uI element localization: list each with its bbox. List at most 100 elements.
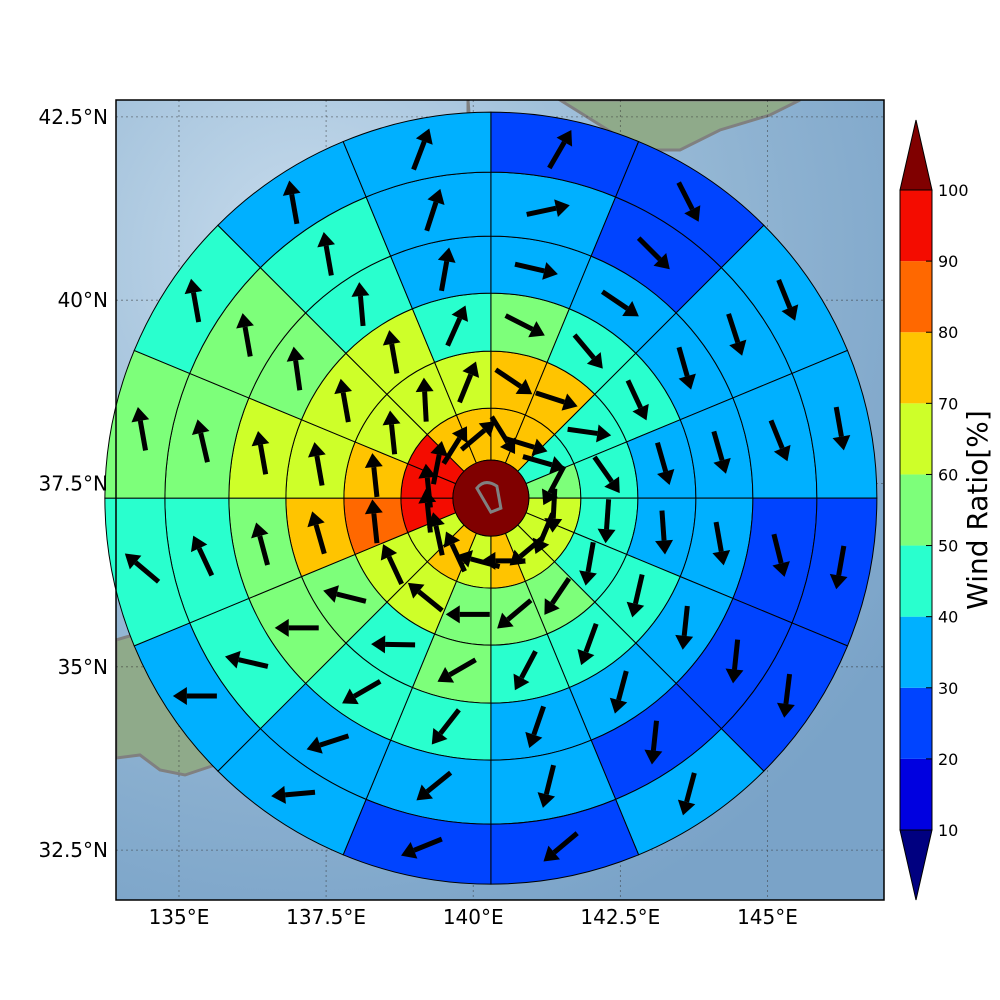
colorbar-bin [900, 545, 932, 617]
wind-arrow-shaft [441, 436, 462, 465]
wind-arrow-head [418, 463, 437, 479]
wind-arrow-shaft [389, 343, 400, 374]
wind-arrow-head [415, 128, 433, 145]
colorbar-bin [900, 190, 932, 262]
wind-arrow-shaft [833, 406, 844, 438]
wind-direction-arrows [124, 128, 851, 862]
wind-arrow-shaft [713, 521, 724, 553]
wind-arrow-shaft [504, 436, 535, 450]
wind-arrow-head [675, 634, 694, 650]
wind-arrow [342, 679, 382, 705]
wind-arrow-head [274, 618, 289, 637]
center-cell [452, 459, 530, 537]
wind-arrow-head [829, 573, 848, 590]
wind-arrow-head [431, 727, 448, 745]
wind-arrow-shaft [655, 441, 669, 473]
wind-arrow [675, 605, 694, 650]
wind-arrow-head [609, 697, 628, 714]
wind-arrow-shaft [424, 201, 439, 232]
wind-arrow-head [561, 393, 578, 411]
wind-arrow [172, 686, 217, 705]
wind-arrow-shaft [535, 390, 566, 405]
wind-arrow [418, 463, 437, 508]
wind-arrow-shaft [449, 543, 467, 573]
wind-arrow [768, 419, 791, 462]
wind-arrow-shaft [726, 313, 741, 344]
wind-arrow-head [306, 736, 323, 754]
colorbar-tick-label: 90 [938, 252, 958, 271]
wind-arrow-head [451, 305, 469, 322]
wind-arrow-head [644, 749, 663, 765]
wind-arrow-head [596, 424, 612, 443]
wind-arrow-head [478, 421, 496, 438]
wind-arrow-shaft [313, 524, 327, 555]
wind-arrow-shaft [133, 560, 161, 584]
wind-arrow [415, 377, 434, 422]
wind-arrow-shaft [389, 424, 398, 455]
wind-arrow-head [579, 570, 597, 586]
wind-arrow-head [124, 553, 142, 570]
wind-arrow [407, 582, 444, 613]
wind-arrow [124, 553, 161, 584]
map-frame [115, 99, 885, 901]
wind-arrow [190, 535, 215, 577]
wind-arrow-head [437, 666, 455, 683]
wind-arrow [504, 313, 545, 338]
wind-arrow-shaft [470, 556, 501, 570]
wind-arrow [441, 426, 468, 465]
wind-arrow [514, 261, 558, 280]
wind-arrow-shaft [424, 502, 433, 533]
colorbar-bin [900, 261, 932, 333]
lat-tick-label: 40°N [58, 288, 108, 312]
colorbar-bins [899, 119, 933, 901]
colorbar-tick-label: 100 [938, 181, 969, 200]
colorbar-frame [899, 189, 933, 831]
wind-arrow [572, 333, 603, 369]
wind-arrow-head [712, 550, 731, 566]
wind-arrow [445, 305, 469, 347]
colorbar-title: Wind Ratio[%] [961, 410, 994, 610]
colorbar-tick-label: 10 [938, 821, 958, 840]
wind-arrow-shaft [371, 513, 380, 544]
wind-arrow-head [351, 282, 370, 297]
wind-arrow [676, 181, 701, 222]
wind-arrow [437, 247, 456, 292]
wind-arrow-head [224, 650, 241, 669]
wind-arrow-shaft [319, 733, 350, 748]
wind-arrow [544, 577, 572, 615]
lon-tick-label: 145°E [737, 905, 798, 929]
wind-arrow [644, 720, 663, 765]
wind-arrow-head [773, 444, 791, 462]
wind-arrow [443, 531, 467, 573]
wind-arrow-head [677, 799, 696, 816]
wind-arrow-head [626, 601, 645, 618]
wind-arrow [306, 733, 350, 754]
wind-arrow [282, 180, 301, 225]
wind-arrow [184, 278, 203, 323]
wind-arrow-shaft [459, 428, 487, 452]
wind-arrow [547, 129, 573, 170]
wind-arrow-shaft [411, 140, 427, 171]
wind-arrow [371, 635, 416, 654]
wind-arrow-shaft [385, 641, 416, 648]
wind-arrow-head [622, 301, 639, 317]
wind-arrow-shaft [771, 533, 784, 564]
wind-arrow-head [655, 539, 674, 555]
wind-arrow-shaft [552, 831, 579, 855]
wind-arrow-head [684, 205, 701, 222]
wind-arrow [525, 705, 546, 748]
wind-arrow [677, 772, 697, 816]
wind-arrow [274, 618, 319, 637]
wind-arrow [131, 407, 150, 451]
wind-arrow [567, 424, 612, 443]
wind-arrow-shaft [314, 455, 325, 486]
wind-arrow-shaft [659, 510, 667, 541]
wind-arrow-head [781, 304, 799, 321]
wind-arrow [592, 455, 620, 494]
wind-arrow-shaft [650, 720, 660, 751]
colorbar-tick-label: 80 [938, 323, 958, 342]
wind-arrow-shaft [567, 426, 598, 436]
wind-arrow [307, 511, 327, 555]
wind-arrow-head [776, 702, 795, 718]
wind-arrow [271, 785, 316, 804]
